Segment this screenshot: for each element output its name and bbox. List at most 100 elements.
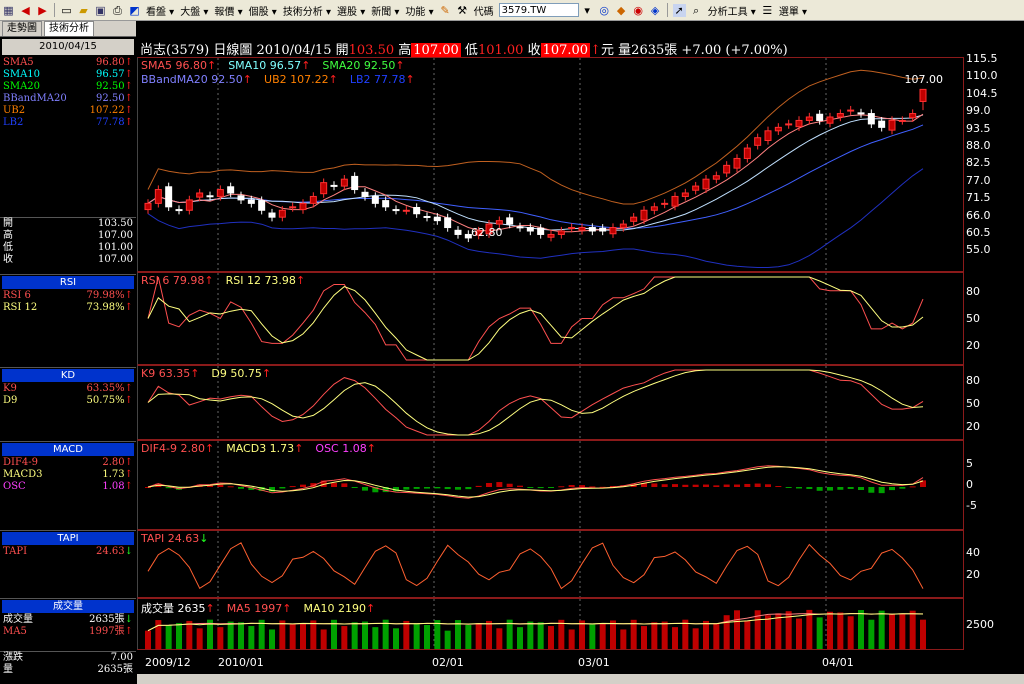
fullscreen-icon[interactable]: ◈ (650, 3, 660, 17)
osc-bar (796, 487, 802, 489)
value-text: 2635張 (89, 614, 125, 625)
candle-body (309, 195, 317, 204)
menu-item[interactable]: 新聞 ▾ (371, 6, 400, 18)
value-row: MA5 1997張↑ (0, 626, 136, 638)
volume-bar (248, 626, 255, 649)
lock-icon[interactable]: ◆ (616, 3, 626, 17)
tab-intraday[interactable]: 走勢圖 (2, 21, 42, 36)
low-label: 低 (464, 43, 478, 58)
candle-body (154, 189, 162, 204)
axis-tick-label: -5 (966, 499, 977, 512)
stock-code-input[interactable]: 3579.TW (498, 3, 579, 17)
macd-pane[interactable]: DIF4-9 2.80↑ MACD3 1.73↑ OSC 1.08↑ (137, 440, 964, 530)
legend-text: K9 63.35 (141, 367, 191, 380)
tab-technical[interactable]: 技術分析 (44, 21, 94, 36)
pencil-icon[interactable]: ✎ (440, 3, 450, 17)
value-label: 低 (3, 242, 13, 253)
high-value: 107.00 (411, 43, 461, 58)
back-arrow-icon[interactable]: ◀ (21, 3, 30, 17)
forward-arrow-icon[interactable]: ▶ (38, 3, 47, 17)
value-text: 77.78 (95, 117, 125, 128)
cursor-icon[interactable]: ➚ (672, 3, 686, 17)
new-file-icon[interactable]: ▭ (61, 3, 72, 17)
rsi-pane[interactable]: RSI 6 79.98↑ RSI 12 73.98↑ (137, 272, 964, 365)
list-icon[interactable]: ☰ (762, 3, 773, 17)
osc-bar (341, 483, 348, 487)
value-number: 63.35%↑ (86, 383, 133, 395)
osc-bar (827, 487, 833, 491)
print-icon[interactable]: ⎙ (113, 3, 122, 17)
menu-item[interactable]: 報價 ▾ (214, 6, 243, 18)
tool-icon[interactable]: ⚒ (457, 3, 468, 17)
osc-bar (589, 486, 596, 488)
save-icon[interactable]: ▣ (95, 3, 106, 17)
vol-section-title: 成交量 (2, 600, 134, 613)
volume-bar (382, 619, 389, 649)
osc-bar (517, 485, 523, 487)
menu-item[interactable]: 個股 ▾ (248, 6, 277, 18)
osc-bar (568, 485, 575, 487)
menu-item[interactable]: 選股 ▾ (337, 6, 366, 18)
zoom-icon[interactable]: ◎ (599, 3, 609, 17)
menu-item[interactable]: 功能 ▾ (405, 6, 434, 18)
tapi-pane[interactable]: TAPI 24.63↓ (137, 530, 964, 598)
legend-text: SMA10 96.57 (228, 59, 302, 72)
volume-bar (765, 615, 771, 649)
volume-bar (548, 626, 554, 649)
sma-values: SMA5 96.80↑ SMA10 96.57↑ SMA20 92.50↑ BBandMA2… (0, 57, 136, 129)
volume-bar (579, 620, 585, 649)
candle-body (227, 186, 235, 194)
candle-body (392, 209, 400, 212)
value-row: 高 107.00 (0, 230, 136, 242)
osc-bar (909, 486, 916, 488)
volume-bar (331, 619, 337, 649)
grid-icon[interactable]: ▦ (3, 3, 14, 17)
price-pane[interactable]: SMA5 96.80↑ SMA10 96.57↑ SMA20 92.50↑ BBand… (137, 57, 964, 272)
legend-text: MA10 2190 (303, 602, 366, 615)
value-row: DIF4-9 2.80↑ (0, 457, 136, 469)
menu-item[interactable]: 看盤 ▾ (146, 6, 175, 18)
value-row: SMA20 92.50↑ (0, 81, 136, 93)
value-row: SMA5 96.80↑ (0, 57, 136, 69)
chart-svg (145, 441, 926, 529)
volume-bar (744, 620, 751, 649)
search-icon[interactable]: ⌕ (693, 3, 700, 17)
volume-bar (465, 625, 472, 649)
dropdown-arrow-icon[interactable]: ▾ (584, 3, 590, 17)
osc-bar (269, 487, 275, 492)
osc-bar (300, 484, 306, 487)
up-arrow-icon: ↑ (301, 59, 311, 72)
open-folder-icon[interactable]: ▰ (79, 3, 88, 17)
volume-bar (155, 620, 162, 649)
left-info-panel: 走勢圖 技術分析 2010/04/15 SMA5 96.80↑ SMA10 96.57… (0, 21, 136, 684)
osc-bar (413, 487, 420, 489)
kd-pane[interactable]: K9 63.35↑ D9 50.75↑ (137, 365, 964, 440)
horizontal-scrollbar[interactable] (137, 674, 1024, 684)
value-row: OSC 1.08↑ (0, 481, 136, 493)
osc-bar (351, 487, 358, 488)
value-text: 73.98% (86, 302, 125, 313)
value-number: 1.73↑ (102, 469, 133, 481)
candle-body (661, 202, 669, 205)
volume-bar (568, 629, 575, 649)
down-arrow-icon: ↓ (199, 532, 209, 545)
analysis-tools-menu[interactable]: 分析工具 ▾ (707, 6, 756, 18)
candle-body (898, 119, 906, 122)
options-menu[interactable]: 選單 ▾ (778, 6, 808, 18)
candle-body (413, 207, 421, 215)
chart-icon[interactable]: ◩ (129, 3, 140, 17)
volume-info: 成交量 成交量 2635張↓ MA5 1997張↑ (0, 598, 136, 638)
alert-icon[interactable]: ◉ (633, 3, 643, 17)
menu-item[interactable]: 技術分析 ▾ (282, 6, 332, 18)
candle-body (795, 119, 803, 128)
volume-pane[interactable]: 成交量 2635↑ MA5 1997↑ MA10 2190↑ (137, 598, 964, 650)
candle-body (723, 164, 731, 174)
indicator-legend: DIF4-9 2.80↑ MACD3 1.73↑ OSC 1.08↑ (141, 442, 388, 455)
volume-bar (847, 616, 854, 649)
value-row: K9 63.35%↑ (0, 383, 136, 395)
menu-item[interactable]: 大盤 ▾ (180, 6, 209, 18)
value-text: 107.00 (98, 254, 133, 265)
candle-body (568, 227, 576, 230)
axis-tick-label: 77.0 (966, 173, 991, 187)
volume-bar (806, 609, 813, 649)
